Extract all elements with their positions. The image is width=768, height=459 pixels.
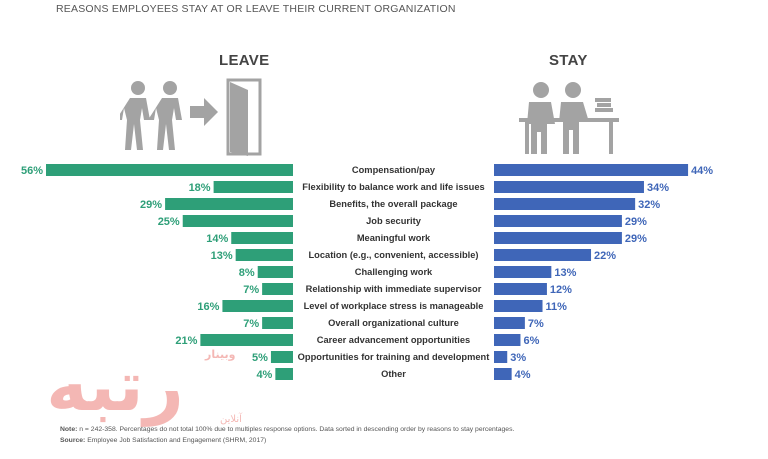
source-text: Employee Job Satisfaction and Engagement… xyxy=(85,437,267,444)
category-label: Job security xyxy=(366,216,422,226)
watermark-logo: رتبه وبینار آنلاین xyxy=(46,345,243,427)
stay-value-label: 13% xyxy=(554,267,576,279)
stay-value-label: 11% xyxy=(546,301,568,313)
leave-value-label: 4% xyxy=(256,369,272,381)
leave-value-label: 14% xyxy=(206,233,228,245)
category-label: Compensation/pay xyxy=(352,165,436,175)
leave-value-label: 8% xyxy=(239,267,255,279)
stay-value-label: 22% xyxy=(594,250,616,262)
stay-bar xyxy=(494,300,543,312)
stay-bar xyxy=(494,249,592,261)
leave-value-label: 56% xyxy=(21,165,43,177)
stay-value-label: 32% xyxy=(638,199,660,211)
category-label: Flexibility to balance work and life iss… xyxy=(302,182,484,192)
leave-bar xyxy=(275,368,293,380)
stay-bar xyxy=(494,198,636,210)
watermark-main: رتبه xyxy=(46,345,184,427)
leave-value-label: 13% xyxy=(211,250,233,262)
stay-value-label: 4% xyxy=(515,369,531,381)
leave-bar xyxy=(213,181,293,193)
stay-bar xyxy=(494,368,512,380)
exit-door-icon xyxy=(190,78,262,156)
stay-bar xyxy=(494,181,644,193)
category-label: Relationship with immediate supervisor xyxy=(306,284,482,294)
watermark-sub2: آنلاین xyxy=(220,412,243,425)
leave-bar xyxy=(270,351,293,363)
leave-value-label: 21% xyxy=(175,335,197,347)
category-label: Overall organizational culture xyxy=(328,318,459,328)
category-label: Career advancement opportunities xyxy=(317,335,470,345)
stay-bar xyxy=(494,283,547,295)
stay-bar xyxy=(494,266,552,278)
stay-value-label: 3% xyxy=(510,352,526,364)
source-label: Source: xyxy=(60,437,86,444)
category-label: Meaningful work xyxy=(357,233,431,243)
leave-bar xyxy=(200,334,293,346)
category-label: Opportunities for training and developme… xyxy=(298,352,490,362)
leave-value-label: 5% xyxy=(252,352,268,364)
stay-value-label: 29% xyxy=(625,216,647,228)
category-labels: Compensation/pay Flexibility to balance w… xyxy=(298,165,490,379)
leave-bar xyxy=(231,232,293,244)
stay-value-label: 6% xyxy=(523,335,539,347)
stay-value-label: 44% xyxy=(691,165,713,177)
leave-value-label: 18% xyxy=(189,182,211,194)
category-label: Challenging work xyxy=(355,267,433,277)
leave-bar xyxy=(182,215,293,227)
leave-value-label: 7% xyxy=(243,284,259,296)
stay-value-label: 12% xyxy=(550,284,572,296)
stay-value-label: 34% xyxy=(647,182,669,194)
leave-bar xyxy=(46,164,293,176)
stay-bar xyxy=(494,232,622,244)
page-title: REASONS EMPLOYEES STAY AT OR LEAVE THEIR… xyxy=(56,3,456,15)
note-line: Note: n = 242-358. Percentages do not to… xyxy=(60,424,514,435)
source-line: Source: Employee Job Satisfaction and En… xyxy=(60,435,514,446)
category-label: Other xyxy=(381,369,406,379)
stay-bar xyxy=(494,334,521,346)
leave-bar xyxy=(262,283,293,295)
stay-value-label: 7% xyxy=(528,318,544,330)
leave-value-label: 29% xyxy=(140,199,162,211)
leave-bar xyxy=(262,317,293,329)
leave-bar xyxy=(235,249,293,261)
note-label: Note: xyxy=(60,426,78,433)
stay-bar xyxy=(494,351,508,363)
leave-value-label: 7% xyxy=(243,318,259,330)
category-label: Level of workplace stress is manageable xyxy=(304,301,484,311)
stay-bar xyxy=(494,164,689,176)
leave-bar xyxy=(257,266,293,278)
leave-value-label: 25% xyxy=(158,216,180,228)
stay-people-desk-icon xyxy=(519,82,619,154)
stay-heading: STAY xyxy=(549,52,588,69)
stay-value-label: 29% xyxy=(625,233,647,245)
stay-bar xyxy=(494,215,622,227)
leave-value-label: 16% xyxy=(197,301,219,313)
stay-series: 44% 34% 32% 29% 29% 22% 13% 12% 11%7% 6% 3% 4% xyxy=(494,164,713,381)
category-label: Benefits, the overall package xyxy=(329,199,457,209)
leave-people-icon xyxy=(120,81,182,150)
category-label: Location (e.g., convenient, accessible) xyxy=(309,250,479,260)
leave-heading: LEAVE xyxy=(219,52,270,69)
leave-bar xyxy=(165,198,293,210)
stay-bar xyxy=(494,317,525,329)
watermark-sub1: وبینار xyxy=(204,348,236,361)
leave-series: 56% 18% 29% 25% 14% 13% 8% 7% 16% 7% 21% 5% 4% xyxy=(21,164,293,381)
note-text: n = 242-358. Percentages do not total 10… xyxy=(77,426,515,433)
leave-bar xyxy=(222,300,293,312)
footnote: Note: n = 242-358. Percentages do not to… xyxy=(60,424,514,446)
